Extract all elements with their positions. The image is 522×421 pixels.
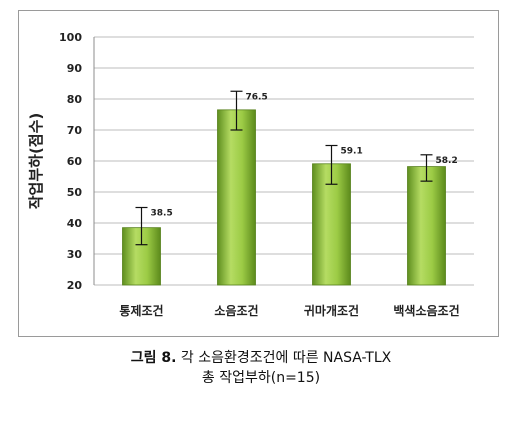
x-tick-label: 백색소음조건 [393,303,459,318]
data-label: 38.5 [151,209,173,219]
x-tick-label: 통제조건 [119,303,163,318]
caption-line-1: 그림 8. 각 소음환경조건에 따른 NASA-TLX [0,348,522,368]
y-tick-label: 20 [67,279,83,292]
y-tick-label: 80 [67,93,83,106]
figure-label: 그림 8. [130,350,177,366]
data-label: 76.5 [246,92,268,102]
figure-caption: 그림 8. 각 소음환경조건에 따른 NASA-TLX 총 작업부하(n=15) [0,348,522,388]
x-tick-label: 귀마개조건 [304,303,359,318]
y-tick-label: 100 [59,31,82,44]
caption-title: 각 소음환경조건에 따른 NASA-TLX [176,350,392,366]
y-tick-label: 50 [67,186,83,199]
x-tick-label: 소음조건 [214,303,258,318]
bar-chart: 20 30 40 50 60 70 80 90 100 작업부하(점수) 38.5 통제조건 76.5… [27,31,474,318]
caption-line-2: 총 작업부하(n=15) [201,370,321,386]
data-label: 58.2 [436,156,458,166]
chart-frame: 20 30 40 50 60 70 80 90 100 작업부하(점수) 38.5 통제조건 76.5… [18,10,499,337]
y-tick-label: 30 [67,248,83,261]
y-tick-label: 90 [67,62,83,75]
bar [217,109,256,286]
data-label: 59.1 [341,147,363,157]
y-tick-label: 70 [67,124,83,137]
bar [407,166,446,286]
y-axis-title: 작업부하(점수) [27,113,45,210]
y-tick-label: 60 [67,155,83,168]
y-tick-label: 40 [67,217,83,230]
